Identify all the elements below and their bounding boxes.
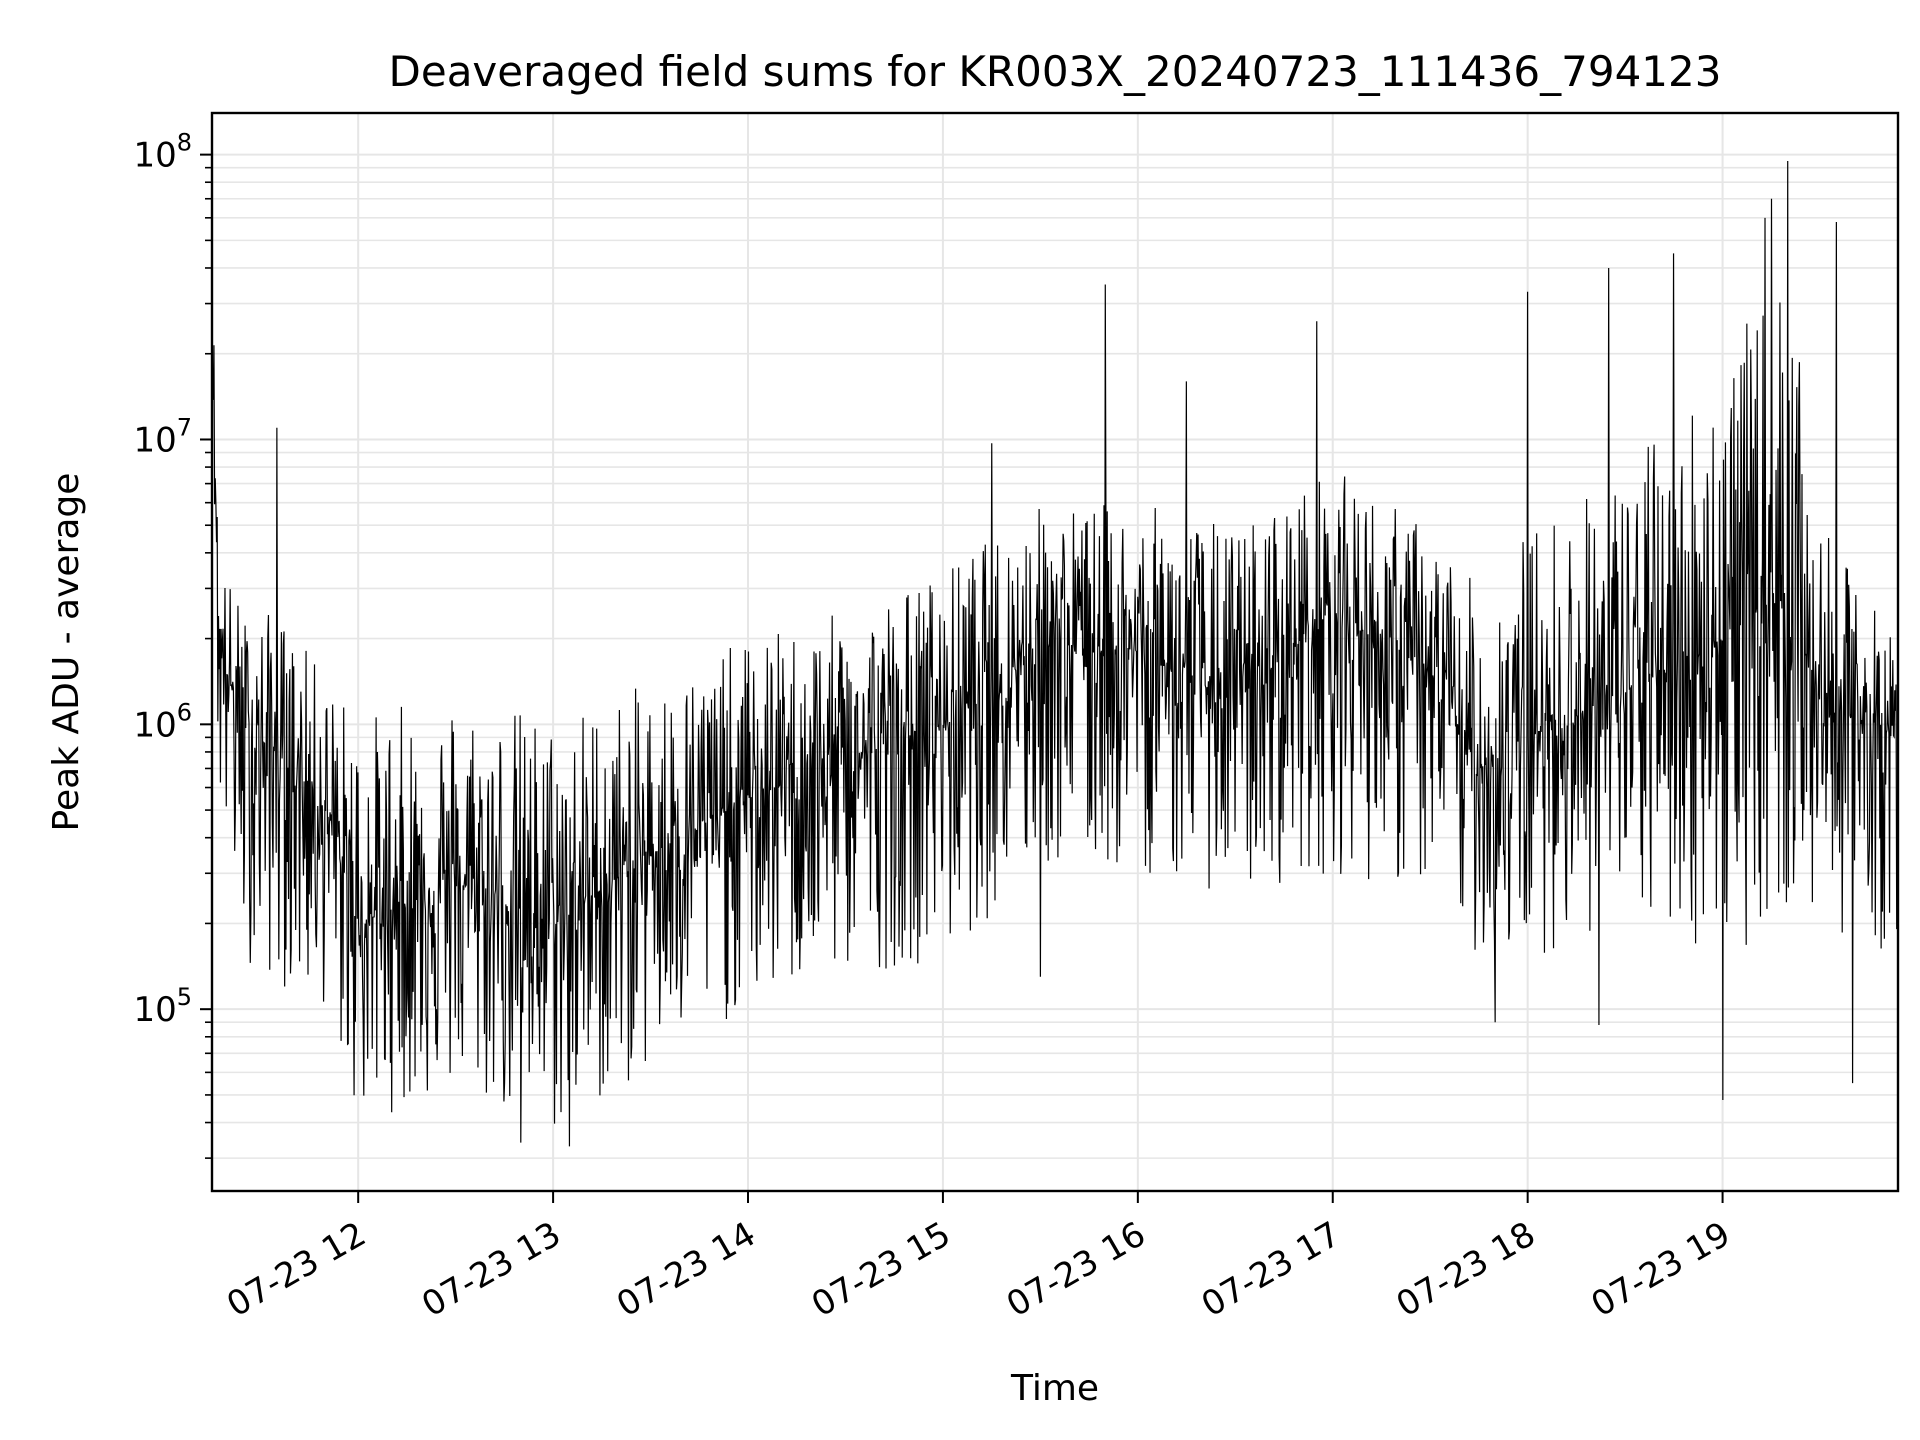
series-line <box>211 160 1899 1147</box>
plot-frame <box>210 111 1900 1193</box>
x-axis: 07-23 12 07-23 13 07-23 14 07-23 15 07-23 16… <box>220 1191 1737 1325</box>
y-tick-label: 107 <box>133 413 192 460</box>
x-tick-label: 07-23 14 <box>610 1214 762 1325</box>
x-tick-label: 07-23 19 <box>1585 1214 1737 1325</box>
y-tick-label: 105 <box>133 983 192 1030</box>
x-tick-label: 07-23 17 <box>1195 1214 1347 1325</box>
y-axis-label: Peak ADU - average <box>46 473 87 832</box>
y-axis: 105 106 107 108 <box>133 129 212 1159</box>
x-tick-label: 07-23 18 <box>1390 1214 1542 1325</box>
x-axis-label: Time <box>1010 1368 1099 1409</box>
y-tick-label: 106 <box>133 698 192 745</box>
x-tick-label: 07-23 16 <box>1000 1214 1152 1325</box>
x-tick-label: 07-23 12 <box>220 1214 372 1325</box>
x-tick-label: 07-23 15 <box>805 1214 957 1325</box>
x-tick-label: 07-23 13 <box>415 1214 567 1325</box>
chart-title: Deaveraged field sums for KR003X_2024072… <box>389 47 1722 96</box>
data-series <box>211 160 1899 1147</box>
y-tick-label: 108 <box>133 129 192 176</box>
